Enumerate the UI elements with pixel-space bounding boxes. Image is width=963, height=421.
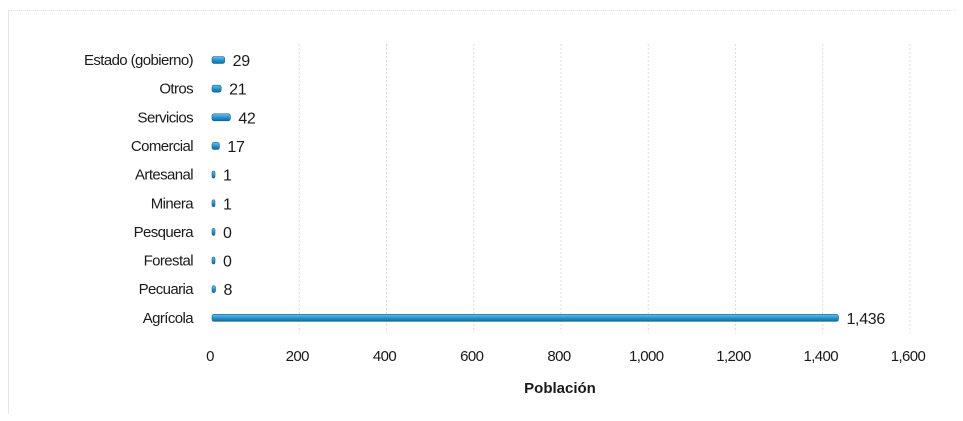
category-label: Servicios [138, 109, 194, 126]
bar [211, 113, 231, 122]
bars [211, 56, 839, 322]
value-label: 0 [223, 225, 232, 242]
x-tick-label: 0 [206, 348, 214, 365]
category-label: Otros [159, 81, 193, 98]
bar [211, 170, 216, 179]
chart-frame [8, 10, 956, 414]
x-tick-label: 800 [547, 348, 570, 365]
value-label: 17 [227, 139, 245, 156]
bar [211, 256, 216, 265]
x-tick-label: 200 [286, 348, 309, 365]
category-label: Estado (gobierno) [84, 52, 194, 69]
x-tick-label: 600 [460, 348, 483, 365]
value-label: 1,436 [846, 311, 885, 328]
value-labels: 29 21 42 17 1 1 0 0 8 1,436 [223, 53, 886, 328]
value-label: 1 [223, 196, 232, 213]
bar [211, 285, 216, 294]
value-label: 29 [233, 53, 251, 70]
category-label: Forestal [144, 253, 194, 270]
category-labels: Estado (gobierno) Otros Servicios Comercial… [84, 52, 195, 327]
x-axis-ticks: 0 200 400 600 800 1,000 1,200 1,400 1,600 [206, 348, 926, 365]
bar [211, 84, 222, 93]
bar [211, 228, 216, 236]
category-label: Artesanal [135, 167, 193, 184]
category-label: Minera [151, 195, 195, 212]
x-tick-label: 1,000 [629, 348, 664, 365]
x-tick-label: 400 [373, 348, 396, 365]
category-label: Agrícola [143, 310, 194, 327]
bar [211, 56, 225, 64]
bar [211, 142, 220, 150]
bar [211, 199, 216, 208]
category-label: Pesquera [134, 224, 195, 241]
value-label: 42 [238, 110, 256, 127]
gridlines [298, 44, 911, 333]
value-label: 21 [229, 82, 247, 99]
value-label: 8 [223, 282, 232, 299]
bar [211, 314, 839, 322]
x-tick-label: 1,600 [891, 348, 926, 365]
category-label: Pecuaria [139, 281, 195, 298]
value-label: 0 [223, 254, 232, 271]
x-tick-label: 1,200 [716, 348, 751, 365]
category-label: Comercial [131, 138, 193, 155]
x-tick-label: 1,400 [803, 348, 838, 365]
x-axis-title: Población [524, 380, 596, 397]
value-label: 1 [223, 168, 232, 185]
